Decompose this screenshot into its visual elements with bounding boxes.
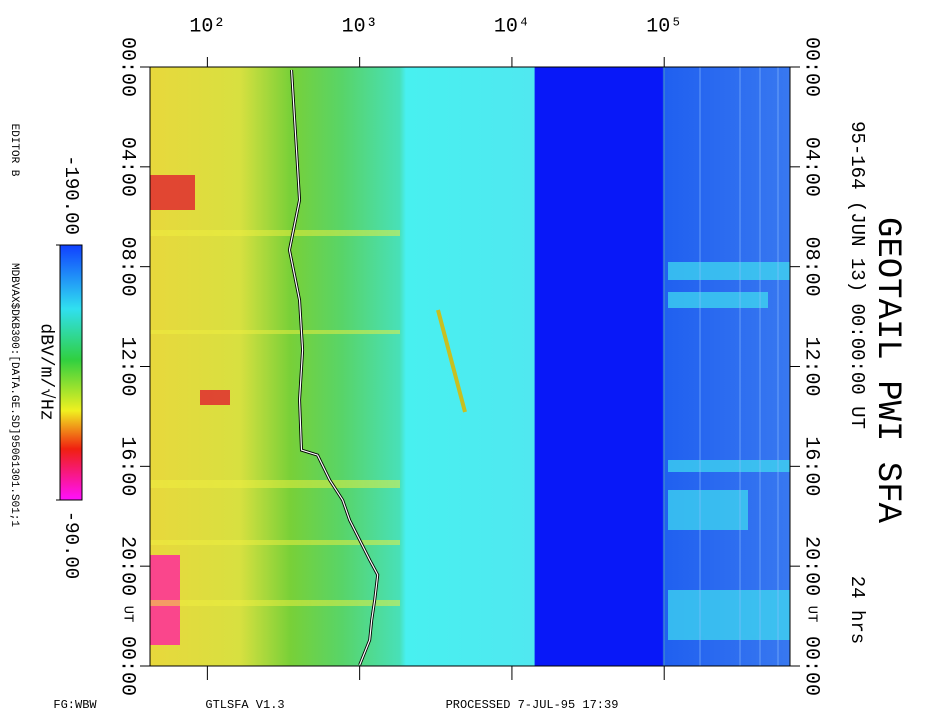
x-tick-label: 10² <box>189 15 225 38</box>
plasma-trace <box>288 69 379 666</box>
x-tick-label: 10⁵ <box>646 15 682 38</box>
y-tick-label: 12:00 <box>800 336 823 396</box>
spectral-lines <box>663 67 779 666</box>
y-tick-label: 20:00 <box>800 536 823 596</box>
x-tick-label: 10⁴ <box>494 15 530 38</box>
time-unit: UT <box>119 606 135 623</box>
y-tick-label: 00:00 <box>116 636 139 696</box>
stripes <box>150 230 400 606</box>
side-note: MDBVAX$DKB300:[DATA.GE.SD]95061301.S01;1 <box>8 263 20 527</box>
duration: 24 hrs <box>846 576 868 644</box>
x-tick-label: 10³ <box>342 15 378 38</box>
colorbar-label: dBV/m/√Hz <box>35 323 56 420</box>
y-tick-label: 16:00 <box>116 436 139 496</box>
y-tick-label: 00:00 <box>800 636 823 696</box>
colorbar-tick-label: -190.00 <box>60 155 82 235</box>
y-tick-label: 08:00 <box>800 237 823 297</box>
subtitle: 95-164 (JUN 13) 00:00:00 UT <box>846 121 868 429</box>
side-note: EDITOR B <box>8 124 20 177</box>
spectrogram <box>149 66 791 667</box>
time-unit: UT <box>803 606 819 623</box>
y-tick-label: 16:00 <box>800 436 823 496</box>
y-tick-label: 12:00 <box>116 336 139 396</box>
y-tick-label: 20:00 <box>116 536 139 596</box>
footer: PROCESSED 7-JUL-95 17:39 <box>446 698 619 712</box>
title: GEOTAIL PWI SFA <box>868 217 906 524</box>
colorbar-tick-label: -90.00 <box>60 511 82 579</box>
y-tick-label: 04:00 <box>116 137 139 197</box>
colorbar <box>59 244 83 501</box>
y-tick-label: 00:00 <box>800 37 823 97</box>
footer: FG:WBW <box>53 698 97 712</box>
drifting-emission <box>436 309 467 413</box>
y-tick-label: 08:00 <box>116 237 139 297</box>
footer: GTLSFA V1.3 <box>205 698 284 712</box>
y-tick-label: 04:00 <box>800 137 823 197</box>
spectrogram-image <box>150 67 790 666</box>
y-tick-label: 00:00 <box>116 37 139 97</box>
